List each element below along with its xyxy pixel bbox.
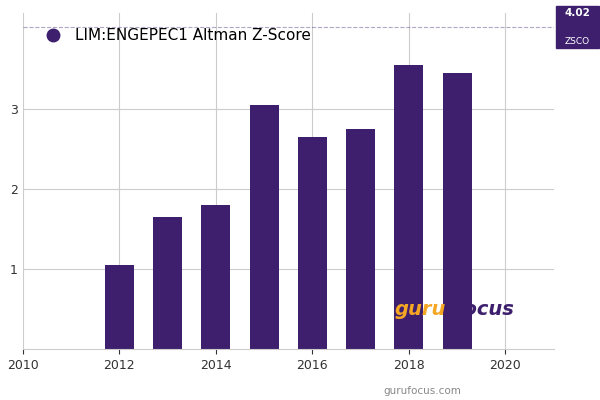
Bar	[202, 205, 230, 349]
Text: focus: focus	[455, 300, 514, 319]
Text: guru: guru	[394, 300, 446, 319]
Bar	[105, 265, 134, 349]
Bar	[556, 6, 599, 48]
Bar	[250, 105, 278, 349]
Bar	[443, 73, 472, 349]
Text: ZSCO: ZSCO	[565, 37, 590, 46]
Bar	[153, 217, 182, 349]
Text: gurufocus.com: gurufocus.com	[384, 386, 461, 396]
Text: 4.02: 4.02	[565, 8, 590, 18]
Legend: LIM:ENGEPEC1 Altman Z-Score: LIM:ENGEPEC1 Altman Z-Score	[31, 20, 318, 51]
Bar	[346, 129, 375, 349]
Bar	[394, 65, 423, 349]
Bar	[298, 137, 327, 349]
